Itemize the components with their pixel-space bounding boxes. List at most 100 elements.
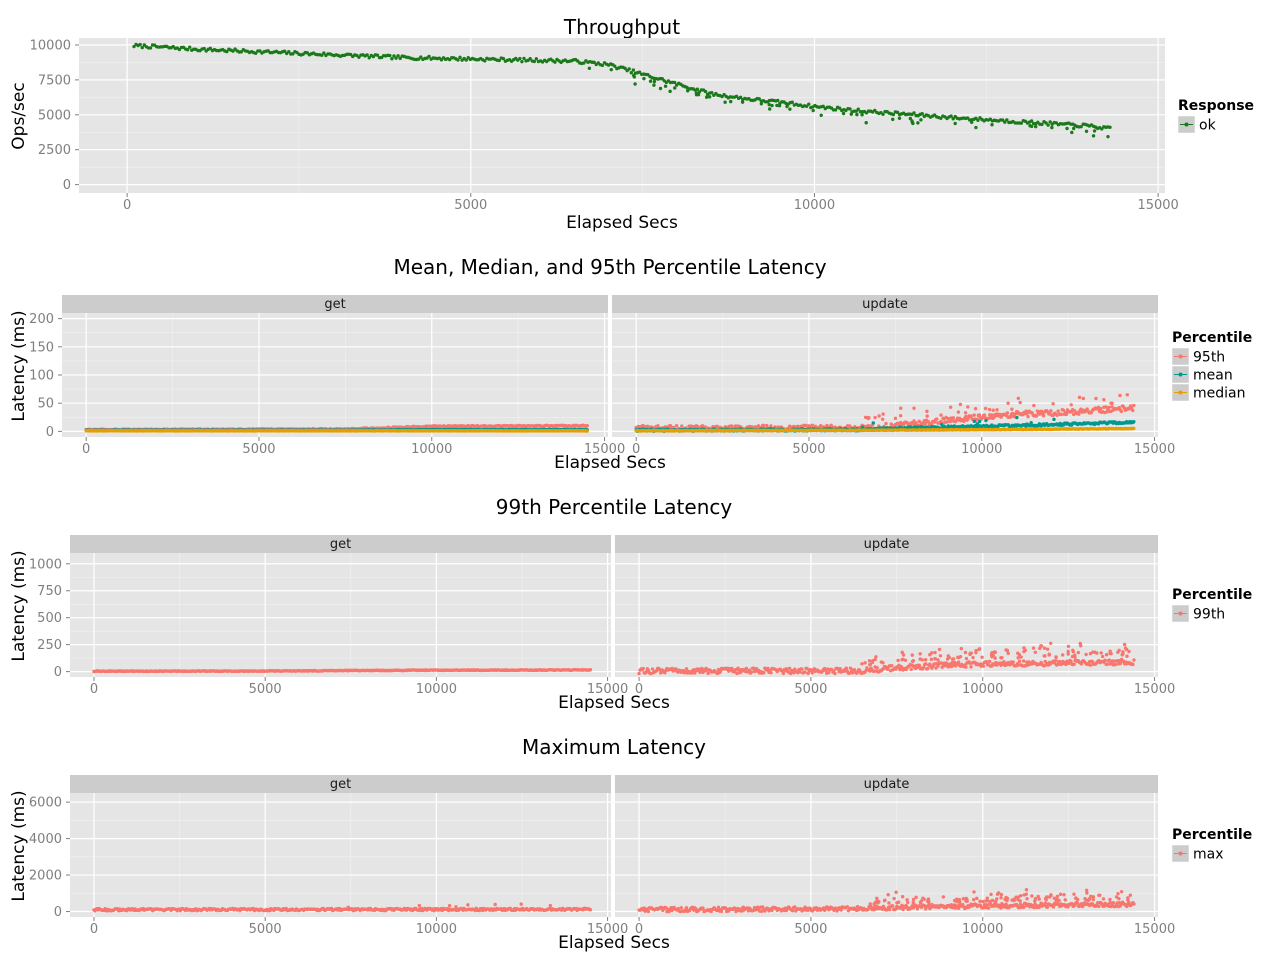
data-point-outlier [974, 125, 978, 130]
data-point-outlier [975, 422, 980, 426]
data-point [1035, 409, 1040, 413]
data-point [375, 53, 380, 57]
data-point [838, 667, 842, 671]
data-point-outlier [891, 117, 895, 122]
data-point [1029, 119, 1034, 123]
data-point [637, 671, 641, 676]
data-point [1119, 409, 1124, 414]
data-point-outlier [978, 419, 982, 424]
x-tick-label: 10000 [794, 198, 835, 213]
data-point-outlier [969, 651, 973, 655]
data-point [844, 666, 848, 670]
data-point [975, 417, 979, 421]
data-point [969, 665, 973, 669]
facet-strip [62, 295, 608, 313]
data-point-outlier [977, 647, 982, 651]
legend-key-point [1178, 354, 1183, 359]
data-point [810, 671, 814, 675]
data-point-outlier [868, 662, 872, 667]
x-axis-title: Elapsed Secs [566, 213, 678, 233]
data-point-outlier [1076, 650, 1081, 655]
data-point-outlier [633, 82, 637, 86]
y-tick-label: 2000 [29, 869, 62, 884]
data-point-outlier [912, 406, 916, 410]
data-point-outlier [668, 89, 672, 94]
data-point [1008, 415, 1013, 419]
data-point-outlier [990, 123, 994, 127]
data-point [388, 53, 392, 58]
data-point [357, 55, 361, 59]
facet-label: get [324, 297, 345, 312]
data-point [734, 94, 739, 99]
data-point-outlier [1049, 641, 1053, 645]
data-point-outlier [1038, 646, 1042, 651]
data-point [805, 666, 809, 671]
data-point-outlier [1091, 650, 1095, 654]
data-point [188, 45, 192, 49]
y-axis-title: Latency (ms) [9, 310, 29, 421]
data-point-outlier [1051, 402, 1055, 406]
facet-strip [70, 775, 611, 793]
data-point [1073, 409, 1077, 413]
x-tick-label: 15000 [587, 922, 628, 937]
data-point [813, 424, 818, 428]
chart-title: Mean, Median, and 95th Percentile Latenc… [393, 255, 826, 279]
data-point-outlier [1052, 417, 1056, 422]
data-point-outlier [1043, 654, 1047, 658]
x-tick-label: 5000 [242, 442, 275, 457]
x-tick-label: 10000 [411, 442, 452, 457]
data-point [1132, 403, 1136, 408]
data-point-outlier [1006, 651, 1010, 656]
data-point-outlier [1054, 655, 1058, 659]
data-point [984, 660, 989, 664]
data-point [1049, 409, 1053, 413]
data-point [1046, 123, 1050, 127]
data-point [588, 668, 593, 672]
x-axis-title: Elapsed Secs [554, 453, 666, 473]
data-point [520, 59, 524, 64]
data-point [990, 413, 994, 417]
x-tick-label: 0 [635, 682, 643, 697]
data-point [417, 57, 421, 61]
data-point [1131, 408, 1135, 413]
x-tick-label: 5000 [249, 922, 282, 937]
data-point-outlier [811, 108, 815, 113]
data-point-outlier [1018, 400, 1022, 405]
data-point [1040, 122, 1044, 127]
data-point [582, 61, 586, 65]
series-99th [92, 668, 593, 674]
y-tick-label: 100 [29, 369, 54, 384]
chart-title: 99th Percentile Latency [496, 495, 733, 519]
data-point [1039, 409, 1044, 413]
chart-title: Maximum Latency [522, 735, 706, 759]
x-tick-label: 15000 [584, 442, 625, 457]
y-tick-label: 250 [37, 638, 62, 653]
data-point [735, 671, 739, 676]
data-point-outlier [1069, 403, 1073, 407]
data-point [1021, 659, 1026, 663]
data-point-outlier [1071, 126, 1076, 131]
facet-strip [612, 295, 1158, 313]
y-tick-label: 10000 [30, 38, 71, 53]
data-point-outlier [707, 95, 712, 99]
data-point [940, 665, 944, 669]
data-point-outlier [1122, 642, 1127, 647]
data-point [703, 89, 708, 94]
data-point-outlier [964, 656, 969, 661]
data-point-outlier [871, 421, 875, 425]
data-point-outlier [1104, 652, 1109, 657]
x-axis-title: Elapsed Secs [558, 693, 670, 713]
data-point-outlier [1084, 129, 1089, 133]
data-point [208, 46, 213, 51]
data-point [949, 114, 953, 118]
data-point-outlier [974, 648, 978, 653]
data-point [810, 423, 815, 428]
data-point-outlier [871, 659, 875, 663]
data-point-outlier [785, 104, 789, 109]
data-point [787, 666, 792, 670]
data-point-outlier [1042, 646, 1047, 650]
data-point [456, 58, 460, 62]
data-point [1005, 411, 1010, 415]
data-point-outlier [652, 79, 657, 84]
